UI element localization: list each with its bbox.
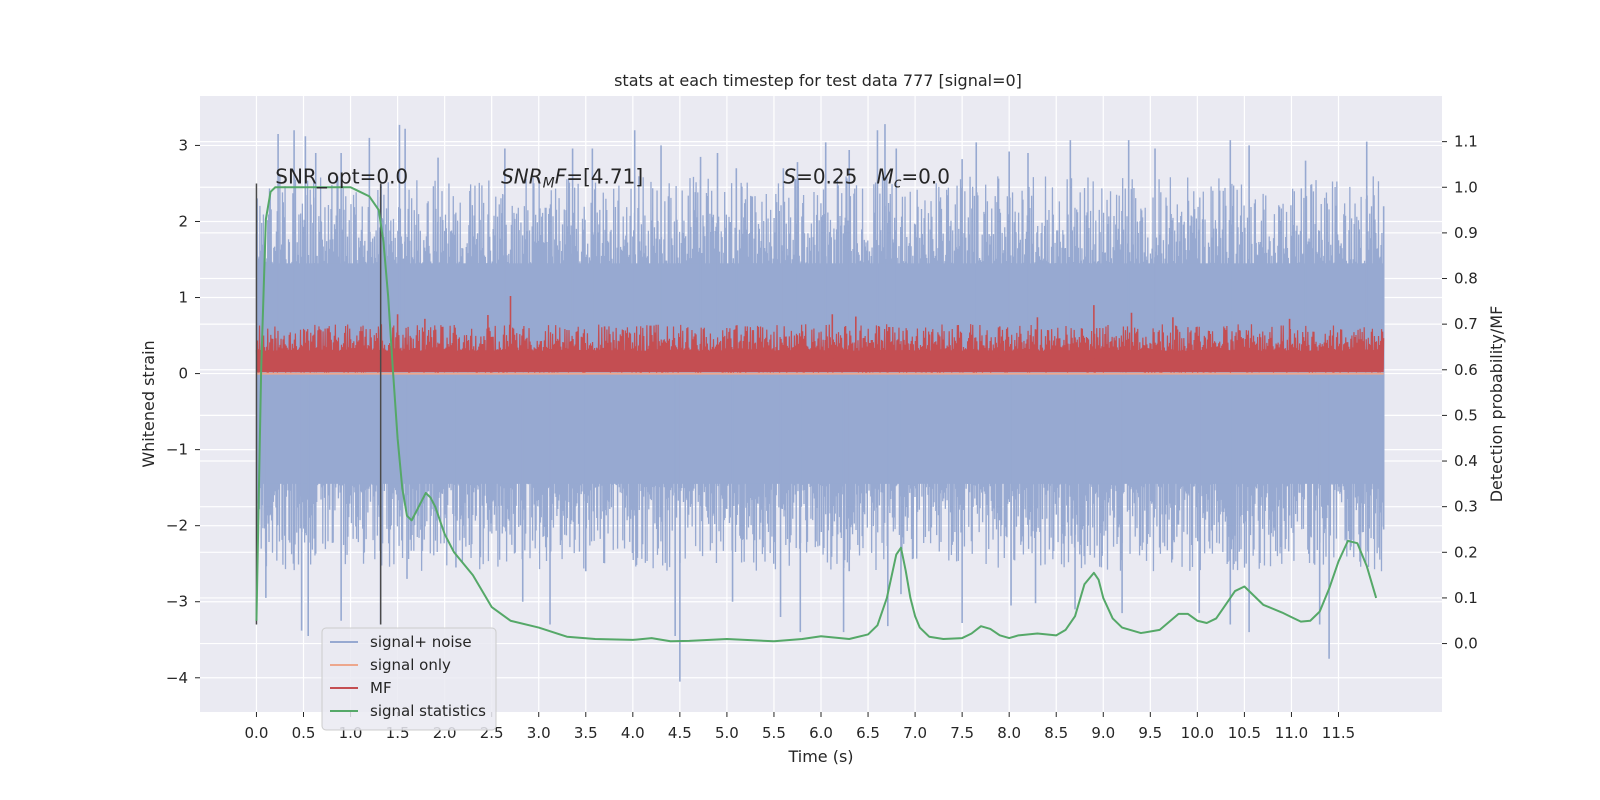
- annotation-snr-opt: SNR_opt=0.0: [275, 164, 408, 188]
- legend-entry: MF: [370, 679, 392, 697]
- marker-lines: [255, 183, 382, 625]
- x-tick-label: 3.5: [574, 724, 598, 742]
- x-tick-label: 3.0: [527, 724, 551, 742]
- x-tick-label: 5.5: [762, 724, 786, 742]
- annotation-s-mc: S=0.25 Mc=0.0: [783, 164, 950, 191]
- y-tick-label: −1: [166, 441, 188, 459]
- y-axis-label: Whitened strain: [139, 340, 158, 467]
- x-tick-label: 4.5: [668, 724, 692, 742]
- y2-tick-label: 0.2: [1454, 543, 1478, 561]
- legend: signal+ noise signal only MF signal statist…: [321, 627, 497, 731]
- y-tick-label: −4: [166, 669, 188, 687]
- mf-series: [255, 296, 1385, 374]
- y2-tick-label: 1.0: [1454, 178, 1478, 196]
- x-tick-label: 4.0: [621, 724, 645, 742]
- legend-entry: signal statistics: [370, 702, 486, 720]
- y2-tick-label: 0.8: [1454, 270, 1478, 288]
- y2-tick-label: 0.9: [1454, 224, 1478, 242]
- y2-axis-label: Detection probability/MF: [1487, 306, 1506, 503]
- x-tick-label: 0.5: [292, 724, 316, 742]
- x-tick-label: 5.0: [715, 724, 739, 742]
- x-tick-label: 10.5: [1228, 724, 1261, 742]
- signal-statistics-line: [255, 186, 1378, 643]
- x-tick-label: 6.5: [856, 724, 880, 742]
- x-tick-label: 8.0: [997, 724, 1021, 742]
- x-tick-label: 6.0: [809, 724, 833, 742]
- annotation-snr-mf: SNRMF=[4.71]: [501, 164, 643, 191]
- y-tick-label: 0: [178, 365, 188, 383]
- mf-core: [256, 358, 1384, 373]
- x-axis-label: Time (s): [787, 747, 853, 766]
- signal-statistics-series: [255, 186, 1378, 643]
- y2-axis-ticks: 0.0 0.1 0.2 0.3 0.4 0.5 0.6 0.7 0.8 0.9 1.0 1.1: [1442, 133, 1478, 653]
- y-tick-label: 3: [178, 136, 188, 154]
- y-tick-label: −3: [166, 593, 188, 611]
- x-tick-label: 9.5: [1138, 724, 1162, 742]
- x-tick-label: 7.5: [950, 724, 974, 742]
- y2-tick-label: 0.1: [1454, 589, 1478, 607]
- y2-tick-label: 0.6: [1454, 361, 1478, 379]
- y2-tick-label: 0.0: [1454, 635, 1478, 653]
- x-tick-label: 7.0: [903, 724, 927, 742]
- x-tick-label: 11.5: [1322, 724, 1355, 742]
- y2-tick-label: 0.5: [1454, 406, 1478, 424]
- y2-tick-label: 0.4: [1454, 452, 1478, 470]
- annotations: SNR_opt=0.0 SNRMF=[4.71] S=0.25 Mc=0.0: [275, 164, 950, 191]
- x-tick-label: 9.0: [1091, 724, 1115, 742]
- y2-tick-label: 0.7: [1454, 315, 1478, 333]
- y-tick-label: 1: [178, 289, 188, 307]
- chart-title: stats at each timestep for test data 777…: [614, 71, 1022, 90]
- y-axis-ticks: −4 −3 −2 −1 0 1 2 3: [166, 136, 200, 687]
- x-tick-label: 11.0: [1275, 724, 1308, 742]
- y-tick-label: −2: [166, 517, 188, 535]
- x-tick-label: 10.0: [1181, 724, 1214, 742]
- y-tick-label: 2: [178, 212, 188, 230]
- x-tick-label: 0.0: [245, 724, 269, 742]
- y2-tick-label: 0.3: [1454, 498, 1478, 516]
- legend-entry: signal only: [370, 656, 451, 674]
- legend-box: [321, 627, 497, 731]
- legend-entry: signal+ noise: [370, 633, 472, 651]
- y2-tick-label: 1.1: [1454, 133, 1478, 151]
- x-tick-label: 8.5: [1044, 724, 1068, 742]
